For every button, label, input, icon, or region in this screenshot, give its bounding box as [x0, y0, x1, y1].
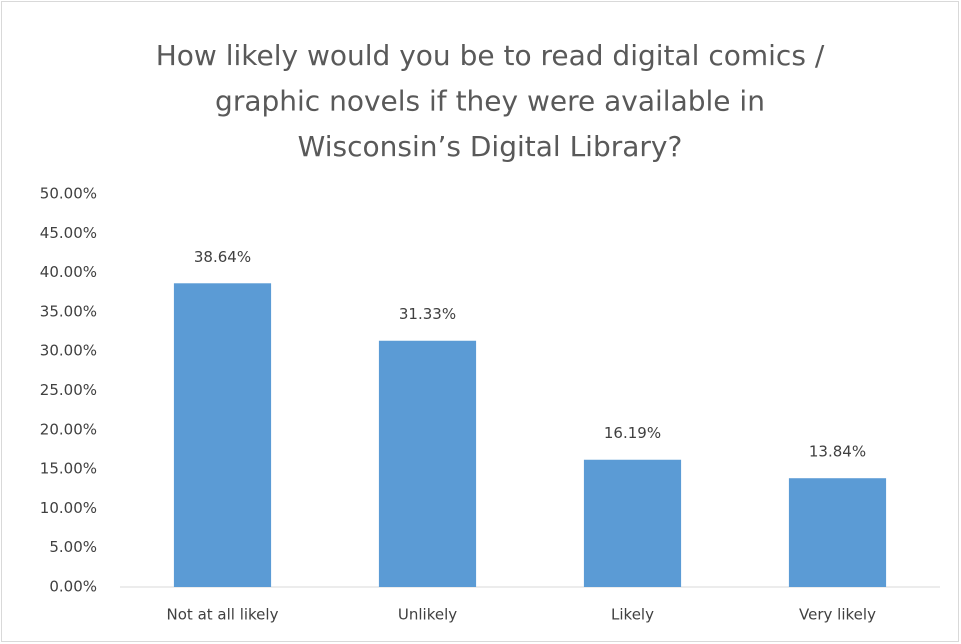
y-tick-label: 20.00% [40, 420, 97, 438]
bar [173, 283, 272, 587]
y-tick-label: 10.00% [40, 499, 97, 517]
data-label: 38.64% [194, 248, 251, 266]
x-tick-label: Unlikely [398, 606, 457, 624]
y-tick-label: 30.00% [40, 342, 97, 360]
data-label: 16.19% [604, 424, 661, 442]
data-label: 13.84% [809, 443, 866, 461]
y-tick-label: 50.00% [40, 185, 97, 203]
y-tick-label: 35.00% [40, 302, 97, 320]
y-tick-label: 25.00% [40, 381, 97, 399]
bar [378, 340, 477, 587]
y-tick-label: 40.00% [40, 263, 97, 281]
chart-title: Wisconsin’s Digital Library? [298, 130, 683, 163]
chart-title: How likely would you be to read digital … [156, 39, 825, 72]
x-tick-label: Likely [611, 606, 654, 624]
y-tick-label: 15.00% [40, 460, 97, 478]
y-tick-label: 5.00% [49, 538, 97, 556]
bar [583, 459, 682, 587]
x-tick-label: Very likely [799, 606, 876, 624]
y-tick-label: 0.00% [49, 578, 97, 596]
bar [788, 478, 887, 587]
x-tick-label: Not at all likely [167, 606, 279, 624]
chart-title: graphic novels if they were available in [215, 85, 765, 118]
y-tick-label: 45.00% [40, 224, 97, 242]
data-label: 31.33% [399, 305, 456, 323]
